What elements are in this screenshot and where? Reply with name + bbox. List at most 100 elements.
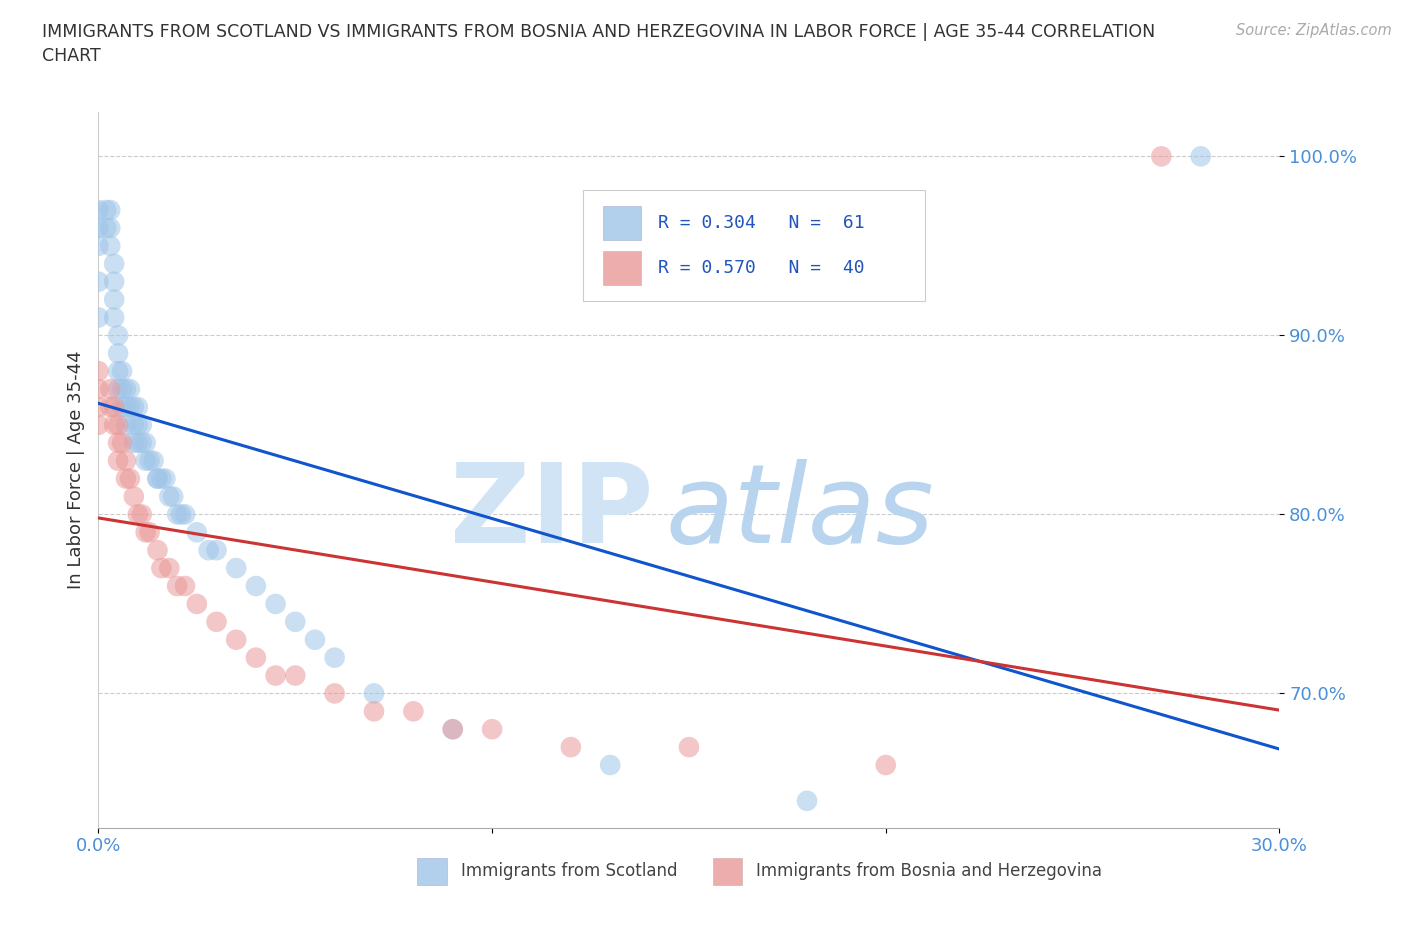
- Text: R = 0.570   N =  40: R = 0.570 N = 40: [658, 259, 865, 277]
- Point: [264, 668, 287, 683]
- Point: [304, 632, 326, 647]
- Point: [146, 543, 169, 558]
- Point: [111, 364, 134, 379]
- Point: [146, 472, 169, 486]
- Point: [363, 704, 385, 719]
- Text: IMMIGRANTS FROM SCOTLAND VS IMMIGRANTS FROM BOSNIA AND HERZEGOVINA IN LABOR FORC: IMMIGRANTS FROM SCOTLAND VS IMMIGRANTS F…: [42, 23, 1156, 65]
- Point: [135, 435, 157, 450]
- Point: [135, 453, 157, 468]
- Point: [481, 722, 503, 737]
- Point: [103, 257, 125, 272]
- Text: Source: ZipAtlas.com: Source: ZipAtlas.com: [1236, 23, 1392, 38]
- Point: [115, 400, 138, 415]
- Point: [402, 704, 425, 719]
- Point: [122, 435, 145, 450]
- Text: ZIP: ZIP: [450, 459, 654, 566]
- Point: [96, 220, 118, 235]
- Point: [197, 543, 219, 558]
- Point: [107, 346, 129, 361]
- Point: [115, 453, 138, 468]
- Point: [122, 400, 145, 415]
- Point: [166, 507, 188, 522]
- Text: R = 0.304   N =  61: R = 0.304 N = 61: [658, 214, 865, 232]
- Point: [245, 650, 267, 665]
- Point: [98, 400, 121, 415]
- Point: [186, 596, 208, 611]
- Point: [107, 453, 129, 468]
- Point: [441, 722, 464, 737]
- Point: [225, 561, 247, 576]
- Point: [87, 310, 110, 325]
- Point: [103, 418, 125, 432]
- Point: [441, 722, 464, 737]
- Point: [122, 418, 145, 432]
- Point: [157, 561, 180, 576]
- Point: [363, 686, 385, 701]
- Point: [98, 203, 121, 218]
- Point: [174, 578, 197, 593]
- Point: [323, 650, 346, 665]
- Point: [155, 472, 177, 486]
- FancyBboxPatch shape: [582, 191, 925, 301]
- Point: [678, 739, 700, 754]
- Point: [98, 238, 121, 253]
- Point: [560, 739, 582, 754]
- Point: [127, 507, 149, 522]
- Point: [323, 686, 346, 701]
- Y-axis label: In Labor Force | Age 35-44: In Labor Force | Age 35-44: [66, 351, 84, 589]
- Point: [131, 507, 153, 522]
- Point: [107, 381, 129, 396]
- Point: [284, 615, 307, 630]
- Point: [118, 400, 141, 415]
- Point: [157, 489, 180, 504]
- Text: Immigrants from Scotland: Immigrants from Scotland: [461, 862, 678, 881]
- Point: [87, 400, 110, 415]
- Point: [135, 525, 157, 539]
- Point: [205, 543, 228, 558]
- Point: [284, 668, 307, 683]
- Point: [111, 435, 134, 450]
- Point: [115, 381, 138, 396]
- Point: [162, 489, 184, 504]
- Point: [225, 632, 247, 647]
- Point: [103, 310, 125, 325]
- Point: [127, 418, 149, 432]
- Point: [111, 381, 134, 396]
- Text: atlas: atlas: [665, 459, 934, 566]
- Point: [122, 489, 145, 504]
- Point: [118, 472, 141, 486]
- Point: [87, 274, 110, 289]
- Point: [98, 381, 121, 396]
- Point: [87, 203, 110, 218]
- Point: [107, 328, 129, 343]
- Point: [146, 472, 169, 486]
- Point: [1189, 149, 1212, 164]
- Point: [150, 561, 173, 576]
- Point: [107, 418, 129, 432]
- Point: [87, 220, 110, 235]
- Point: [87, 418, 110, 432]
- Point: [103, 274, 125, 289]
- Point: [103, 400, 125, 415]
- Point: [127, 435, 149, 450]
- Point: [264, 596, 287, 611]
- Point: [131, 435, 153, 450]
- Point: [166, 578, 188, 593]
- Point: [98, 220, 121, 235]
- Point: [205, 615, 228, 630]
- Point: [107, 364, 129, 379]
- Point: [115, 418, 138, 432]
- Point: [599, 758, 621, 773]
- Point: [87, 238, 110, 253]
- Point: [138, 525, 160, 539]
- Point: [875, 758, 897, 773]
- Point: [111, 400, 134, 415]
- Point: [87, 364, 110, 379]
- Point: [107, 435, 129, 450]
- Point: [87, 381, 110, 396]
- Point: [142, 453, 165, 468]
- Point: [150, 472, 173, 486]
- Point: [170, 507, 193, 522]
- Point: [103, 292, 125, 307]
- Point: [115, 472, 138, 486]
